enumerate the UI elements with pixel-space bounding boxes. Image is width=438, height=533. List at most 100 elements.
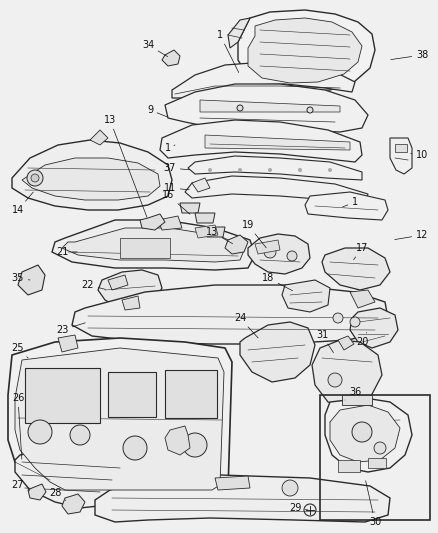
Polygon shape bbox=[350, 308, 398, 348]
Polygon shape bbox=[52, 220, 255, 270]
Text: 34: 34 bbox=[142, 40, 168, 56]
Text: 26: 26 bbox=[12, 393, 24, 459]
Polygon shape bbox=[350, 290, 375, 308]
Bar bbox=[165, 370, 217, 418]
Polygon shape bbox=[240, 322, 315, 382]
Polygon shape bbox=[95, 475, 390, 522]
Polygon shape bbox=[215, 476, 250, 490]
Text: 17: 17 bbox=[353, 243, 368, 260]
Polygon shape bbox=[72, 285, 388, 344]
Circle shape bbox=[70, 425, 90, 445]
Text: 1: 1 bbox=[217, 30, 239, 72]
Polygon shape bbox=[62, 228, 245, 262]
Circle shape bbox=[282, 480, 298, 496]
Text: 18: 18 bbox=[262, 273, 293, 290]
Circle shape bbox=[374, 442, 386, 454]
Bar bbox=[368, 458, 386, 468]
Circle shape bbox=[27, 170, 43, 186]
Circle shape bbox=[31, 174, 39, 182]
Circle shape bbox=[307, 107, 313, 113]
Text: 10: 10 bbox=[411, 150, 428, 160]
Polygon shape bbox=[22, 158, 160, 200]
Polygon shape bbox=[390, 138, 412, 174]
Polygon shape bbox=[188, 156, 362, 180]
Circle shape bbox=[299, 168, 301, 172]
Polygon shape bbox=[98, 270, 162, 308]
Text: 1: 1 bbox=[165, 143, 175, 153]
Polygon shape bbox=[15, 348, 224, 490]
Polygon shape bbox=[238, 10, 375, 92]
Polygon shape bbox=[8, 338, 232, 498]
Polygon shape bbox=[185, 176, 368, 204]
Polygon shape bbox=[228, 18, 250, 48]
Polygon shape bbox=[158, 216, 182, 230]
Circle shape bbox=[268, 168, 272, 172]
Polygon shape bbox=[165, 84, 368, 132]
Polygon shape bbox=[58, 335, 78, 352]
Text: 14: 14 bbox=[12, 192, 33, 215]
Text: 16: 16 bbox=[162, 190, 190, 214]
Circle shape bbox=[287, 251, 297, 261]
Polygon shape bbox=[205, 135, 350, 150]
Bar bbox=[25, 368, 100, 423]
Text: 23: 23 bbox=[56, 323, 85, 335]
Text: 31: 31 bbox=[316, 330, 333, 353]
Polygon shape bbox=[90, 130, 108, 145]
Text: 27: 27 bbox=[12, 480, 29, 491]
Polygon shape bbox=[108, 275, 128, 290]
Text: 19: 19 bbox=[242, 220, 266, 248]
Text: 1: 1 bbox=[343, 197, 358, 207]
Polygon shape bbox=[180, 203, 200, 213]
Polygon shape bbox=[255, 240, 280, 254]
Polygon shape bbox=[338, 336, 354, 350]
Polygon shape bbox=[195, 225, 218, 238]
Polygon shape bbox=[200, 100, 340, 112]
Polygon shape bbox=[62, 494, 85, 514]
Polygon shape bbox=[325, 398, 412, 472]
Text: 21: 21 bbox=[56, 247, 77, 257]
Bar bbox=[120, 238, 170, 258]
Polygon shape bbox=[192, 178, 210, 192]
Polygon shape bbox=[140, 214, 165, 230]
Bar bbox=[342, 395, 372, 405]
Text: 13: 13 bbox=[206, 227, 233, 244]
Text: 28: 28 bbox=[49, 488, 66, 500]
Circle shape bbox=[350, 317, 360, 327]
Text: 25: 25 bbox=[12, 343, 28, 358]
Text: 36: 36 bbox=[345, 387, 361, 400]
Circle shape bbox=[352, 422, 372, 442]
Bar bbox=[338, 460, 360, 472]
Circle shape bbox=[28, 420, 52, 444]
Text: 20: 20 bbox=[356, 333, 368, 347]
Polygon shape bbox=[165, 426, 190, 455]
Polygon shape bbox=[18, 265, 45, 295]
Polygon shape bbox=[225, 235, 248, 254]
Bar bbox=[108, 372, 156, 417]
Text: 24: 24 bbox=[234, 313, 258, 338]
Polygon shape bbox=[172, 62, 355, 98]
Polygon shape bbox=[205, 227, 225, 237]
Circle shape bbox=[239, 168, 241, 172]
Bar bbox=[395, 144, 407, 152]
Polygon shape bbox=[15, 448, 128, 508]
Text: 12: 12 bbox=[395, 230, 428, 240]
Polygon shape bbox=[195, 213, 215, 223]
Circle shape bbox=[123, 436, 147, 460]
Polygon shape bbox=[282, 280, 330, 312]
Polygon shape bbox=[160, 120, 362, 162]
Text: 35: 35 bbox=[12, 273, 30, 283]
Text: 11: 11 bbox=[164, 183, 189, 193]
Polygon shape bbox=[248, 234, 310, 274]
Text: 38: 38 bbox=[391, 50, 428, 60]
Text: 29: 29 bbox=[289, 503, 308, 513]
Text: 13: 13 bbox=[104, 115, 147, 217]
Circle shape bbox=[264, 246, 276, 258]
Text: 30: 30 bbox=[366, 481, 381, 527]
Polygon shape bbox=[330, 405, 400, 462]
Polygon shape bbox=[312, 340, 382, 408]
Polygon shape bbox=[122, 296, 140, 310]
Circle shape bbox=[328, 168, 332, 172]
Text: 37: 37 bbox=[164, 163, 189, 173]
Polygon shape bbox=[12, 140, 172, 210]
Circle shape bbox=[328, 373, 342, 387]
